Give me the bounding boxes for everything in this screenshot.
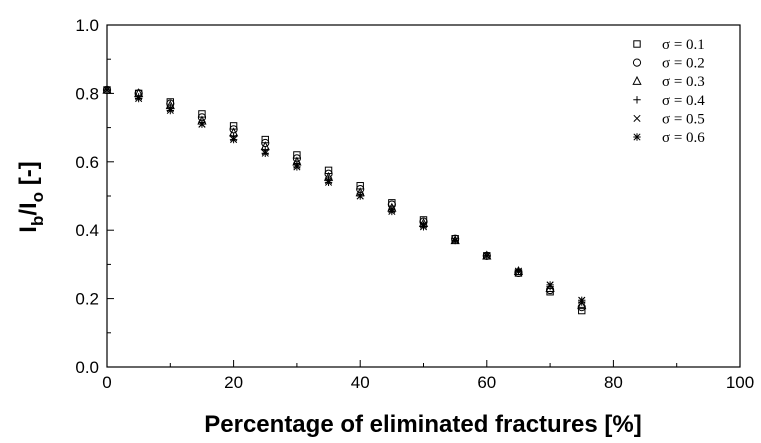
data-point-s6 bbox=[419, 223, 428, 231]
series-1 bbox=[103, 86, 586, 315]
y-tick-label: 0.8 bbox=[75, 84, 99, 103]
y-axis-title-sub-o: o bbox=[28, 192, 47, 202]
legend-marker-3 bbox=[632, 75, 642, 85]
x-tick-label: 100 bbox=[726, 373, 754, 392]
y-axis-title-slash: /I bbox=[15, 202, 42, 215]
data-points bbox=[102, 84, 587, 315]
y-axis-title-sub-b: b bbox=[28, 216, 47, 226]
data-point-s6 bbox=[451, 236, 459, 245]
series-2 bbox=[102, 85, 586, 312]
x-tick-label: 40 bbox=[351, 373, 370, 392]
plot-frame bbox=[106, 24, 741, 368]
legend-label-4: σ = 0.4 bbox=[662, 93, 705, 109]
x-axis-title: Percentage of eliminated fractures [%] bbox=[204, 411, 641, 438]
y-axis-title: Ib/Io [-] bbox=[15, 161, 47, 232]
legend-marker-5 bbox=[633, 114, 641, 122]
data-point-s6 bbox=[578, 296, 586, 305]
y-tick-label: 0.6 bbox=[75, 153, 99, 172]
data-point-s6 bbox=[261, 149, 269, 157]
legend-marker-6 bbox=[633, 133, 641, 141]
series-6 bbox=[103, 86, 586, 305]
y-tick-label: 0.2 bbox=[75, 290, 99, 309]
legend-marker-1 bbox=[633, 40, 641, 48]
data-point-s6 bbox=[229, 135, 238, 144]
legend-label-3: σ = 0.3 bbox=[662, 74, 705, 90]
data-point-s6 bbox=[324, 178, 333, 187]
y-tick-label: 0.4 bbox=[75, 221, 99, 240]
legend-marker-4 bbox=[633, 96, 641, 104]
data-point-s6 bbox=[134, 94, 143, 103]
legend-label-2: σ = 0.2 bbox=[662, 56, 705, 72]
axis-tick-labels: 0 20 40 60 80 100 0.0 0.2 0.4 0.6 0.8 1.0 bbox=[75, 16, 754, 392]
legend: σ = 0.1 σ = 0.2 σ = 0.3 σ = 0.4 σ = 0.5 σ = 0… bbox=[632, 37, 705, 146]
data-point-s6 bbox=[198, 120, 206, 128]
legend-label-5: σ = 0.5 bbox=[662, 111, 705, 127]
series-3 bbox=[102, 84, 587, 310]
axis-ticks bbox=[106, 24, 741, 368]
data-point-s3 bbox=[545, 283, 555, 293]
legend-marker-2 bbox=[632, 58, 642, 67]
series-5 bbox=[103, 86, 586, 304]
y-axis-title-main: I bbox=[15, 226, 42, 233]
data-point-s6 bbox=[166, 106, 174, 115]
y-tick-label: 1.0 bbox=[75, 16, 99, 35]
data-point-s6 bbox=[483, 252, 491, 260]
x-tick-label: 20 bbox=[224, 373, 243, 392]
y-axis-title-unit: [-] bbox=[15, 161, 42, 192]
data-point-s6 bbox=[293, 163, 301, 171]
x-tick-label: 60 bbox=[477, 373, 496, 392]
data-point-s6 bbox=[514, 267, 523, 275]
data-point-s6 bbox=[546, 281, 554, 289]
data-point-s3 bbox=[577, 300, 587, 310]
data-point-s1 bbox=[578, 306, 586, 315]
legend-label-1: σ = 0.1 bbox=[662, 37, 705, 53]
x-tick-label: 80 bbox=[604, 373, 623, 392]
data-point-s6 bbox=[388, 207, 396, 216]
series-4 bbox=[103, 86, 586, 306]
data-point-s6 bbox=[103, 86, 111, 94]
legend-label-6: σ = 0.6 bbox=[662, 130, 705, 146]
data-point-s6 bbox=[356, 192, 364, 200]
y-tick-label: 0.0 bbox=[75, 358, 99, 377]
x-tick-label: 0 bbox=[102, 373, 111, 392]
